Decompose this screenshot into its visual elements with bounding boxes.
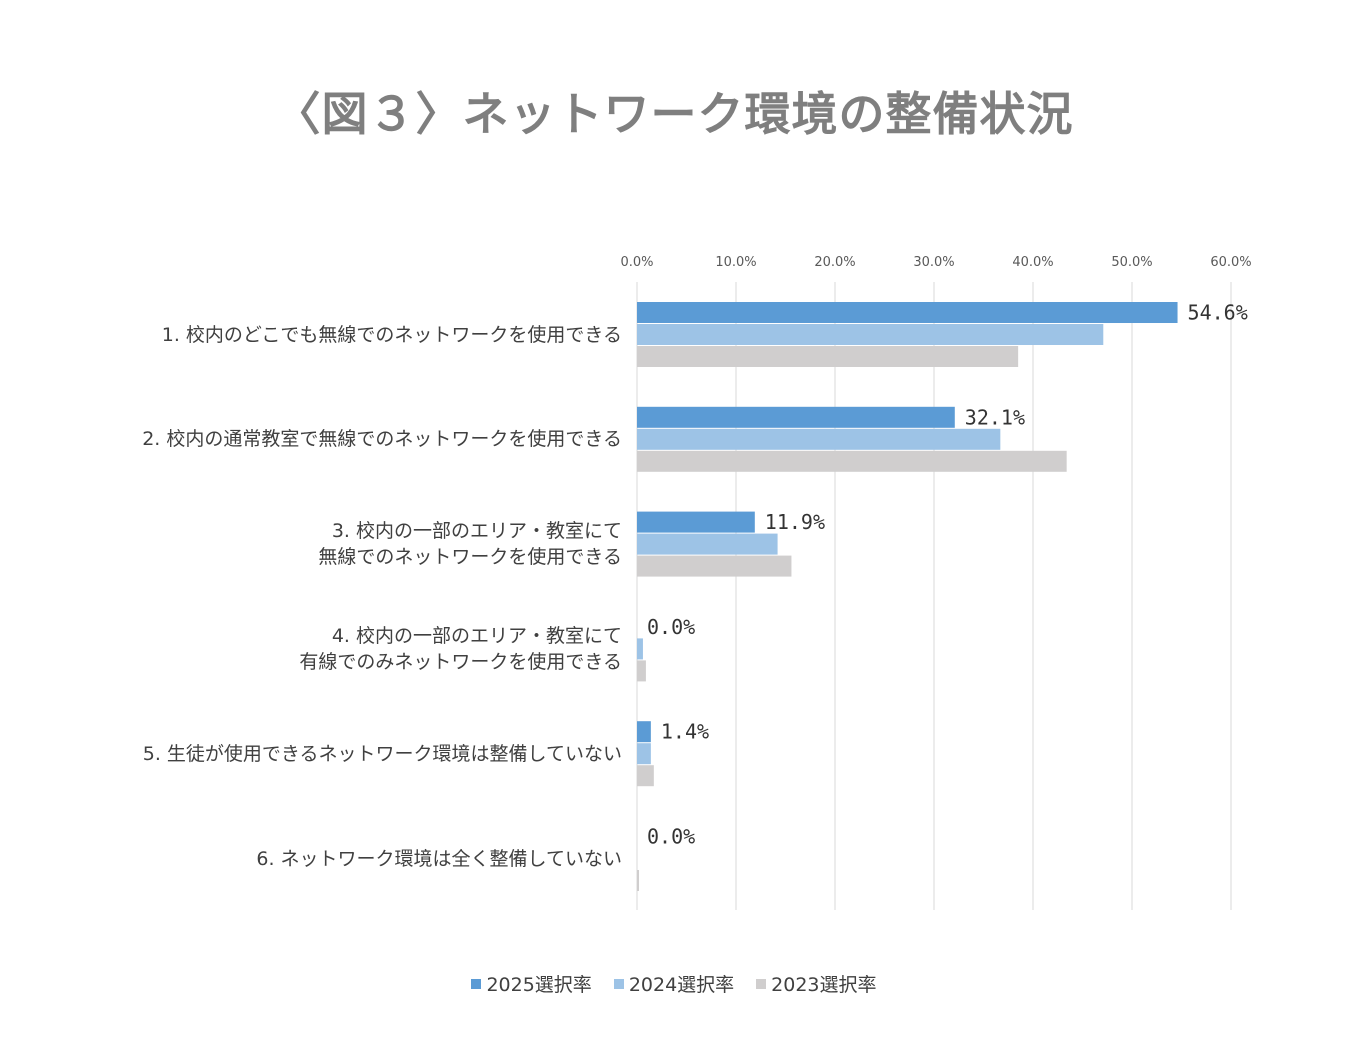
bar-2025選択率 [637, 406, 955, 428]
chart-title: 〈図３〉ネットワーク環境の整備状況 [274, 87, 1074, 141]
x-tick-label: 30.0% [913, 255, 954, 270]
bar-2024選択率 [637, 324, 1104, 345]
data-label: 0.0% [647, 615, 695, 639]
category-label-line: 2. 校内の通常教室で無線でのネットワークを使用できる [142, 428, 622, 451]
legend-item: 2023選択率 [756, 970, 877, 997]
x-tick-label: 60.0% [1210, 255, 1251, 270]
data-label: 11.9% [765, 510, 825, 534]
bar-2023選択率 [637, 660, 646, 682]
category-label-line: 3. 校内の一部のエリア・教室にて [331, 520, 622, 543]
category-label-line: 無線でのネットワークを使用できる [318, 546, 622, 569]
category-label: 5. 生徒が使用できるネットワーク環境は整備していない [143, 741, 622, 767]
x-tick-label: 40.0% [1012, 255, 1053, 270]
legend-item: 2025選択率 [471, 970, 592, 997]
data-label: 0.0% [647, 825, 695, 849]
bar-2025選択率 [637, 511, 755, 533]
bar-2023選択率 [637, 346, 1019, 367]
legend-swatch [756, 978, 767, 989]
category-label-line: 6. ネットワーク環境は全く整備していない [256, 847, 622, 870]
category-label-line: 有線でのみネットワークを使用できる [299, 650, 622, 673]
category-label: 4. 校内の一部のエリア・教室にて有線でのみネットワークを使用できる [299, 623, 622, 675]
legend-label: 2023選択率 [771, 974, 877, 996]
x-tick-label: 20.0% [814, 255, 855, 270]
bar-2023選択率 [637, 555, 792, 577]
bar-2025選択率 [637, 721, 651, 743]
category-label: 3. 校内の一部のエリア・教室にて無線でのネットワークを使用できる [318, 518, 622, 570]
legend-label: 2024選択率 [628, 974, 735, 996]
category-label: 2. 校内の通常教室で無線でのネットワークを使用できる [142, 426, 622, 452]
category-label: 6. ネットワーク環境は全く整備していない [256, 846, 622, 872]
bar-2024選択率 [637, 638, 643, 660]
category-label-line: 1. 校内のどこでも無線でのネットワークを使用できる [161, 323, 622, 346]
legend-item: 2024選択率 [613, 970, 735, 997]
chart-legend: 2025選択率 2024選択率 2023選択率 [0, 970, 1348, 997]
x-tick-label: 0.0% [620, 255, 653, 270]
data-label: 1.4% [661, 720, 709, 744]
category-label: 1. 校内のどこでも無線でのネットワークを使用できる [162, 322, 622, 348]
x-tick-label: 10.0% [715, 255, 756, 270]
data-label: 32.1% [965, 405, 1025, 429]
x-tick-label: 50.0% [1111, 255, 1152, 270]
category-label-line: 5. 生徒が使用できるネットワーク環境は整備していない [142, 742, 622, 765]
bar-2023選択率 [637, 765, 654, 787]
data-label: 54.6% [1188, 301, 1248, 325]
legend-swatch [471, 978, 482, 989]
legend-label: 2025選択率 [486, 974, 592, 996]
bar-2023選択率 [637, 870, 639, 891]
category-label-line: 4. 校内の一部のエリア・教室にて [331, 624, 622, 647]
legend-swatch [613, 978, 624, 989]
bar-2025選択率 [637, 302, 1178, 323]
bar-2023選択率 [637, 450, 1067, 472]
bar-2024選択率 [637, 743, 651, 765]
bar-2024選択率 [637, 533, 778, 555]
bar-2024選択率 [637, 428, 1001, 450]
